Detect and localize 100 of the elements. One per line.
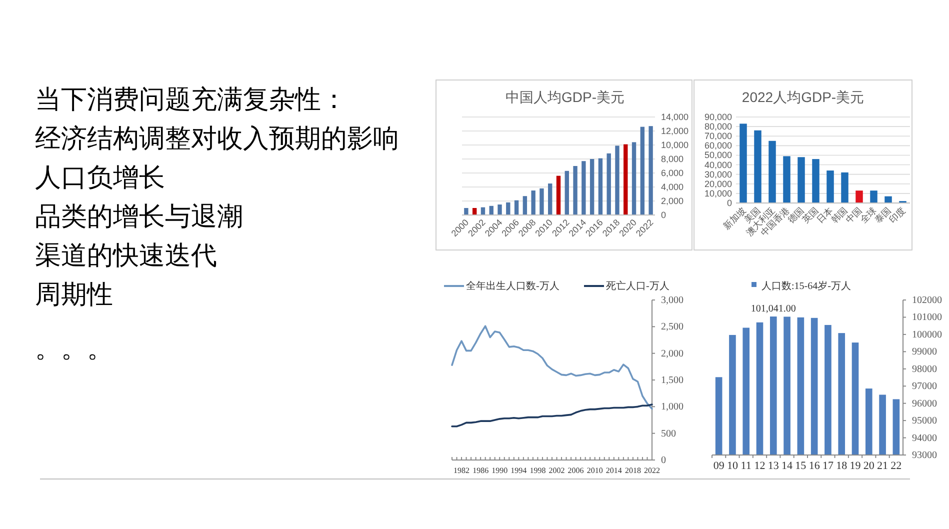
legend-label: 全年出生人口数-万人 [466, 280, 560, 292]
y-tick-label: 80,000 [704, 122, 732, 132]
chart-title: 2022人均GDP-美元 [742, 89, 864, 105]
y-tick-label: 100000 [912, 329, 942, 340]
x-tick-label: 13 [768, 460, 780, 472]
bar [812, 159, 820, 203]
x-tick-label: 1990 [492, 466, 508, 475]
x-tick-label: 22 [890, 460, 902, 472]
y-tick-label: 60,000 [704, 140, 732, 151]
bar [531, 190, 536, 215]
x-tick-label: 17 [822, 460, 834, 472]
y-tick-label: 70,000 [704, 131, 732, 142]
bar [841, 172, 848, 203]
bar [870, 190, 878, 203]
text: 。。。 [35, 333, 113, 363]
bar [783, 156, 790, 203]
chart-title: 中国人均GDP-美元 [506, 89, 624, 105]
x-tick-label: 15 [795, 460, 807, 472]
bar [464, 208, 468, 215]
bar [556, 176, 561, 215]
text: 经济结构调整对收入预期的影响 [35, 123, 399, 153]
y-tick-label: 20,000 [704, 178, 732, 189]
text: 人口负增长 [35, 162, 165, 192]
y-tick-label: 0 [661, 210, 666, 220]
bar [798, 157, 805, 203]
legend-label: 死亡人口-万人 [606, 280, 670, 292]
x-tick-label: 21 [877, 460, 888, 472]
x-tick-label: 1994 [510, 466, 527, 475]
x-tick-label: 1982 [454, 466, 470, 475]
bar [826, 170, 834, 203]
data-label: 101,041.00 [750, 304, 796, 315]
bar [522, 196, 528, 215]
y-tick-label: 12,000 [661, 126, 689, 136]
bar [590, 159, 594, 215]
y-tick-label: 98000 [912, 364, 937, 375]
legend-label: 人口数:15-64岁-万人 [762, 280, 851, 292]
bar [514, 200, 519, 215]
bar [498, 204, 502, 215]
y-tick-label: 1,500 [661, 375, 684, 386]
x-tick-label: 2014 [606, 466, 622, 475]
bar [564, 170, 569, 215]
text: 当下消费问题充满复杂性： [35, 84, 347, 114]
x-tick-label: 2022 [644, 466, 660, 475]
y-tick-label: 10,000 [661, 140, 689, 150]
bar [615, 146, 620, 215]
bar [582, 161, 586, 215]
bar [540, 188, 544, 215]
bar [632, 142, 636, 215]
y-tick-label: 94000 [912, 432, 937, 444]
y-tick-label: 97000 [912, 381, 937, 392]
y-tick-label: 10,000 [704, 188, 732, 198]
y-tick-label: 3,000 [661, 295, 684, 306]
bar [624, 144, 628, 215]
y-tick-label: 90,000 [704, 112, 732, 122]
x-tick-label: 2006 [568, 466, 584, 475]
bar [640, 126, 645, 215]
x-tick-label: 18 [836, 460, 848, 472]
y-tick-label: 102000 [912, 295, 942, 306]
y-tick-label: 30,000 [704, 169, 732, 180]
x-tick-label: 16 [808, 460, 820, 472]
x-tick-label: 1998 [530, 466, 546, 475]
bar [754, 130, 762, 203]
x-tick-label: 09 [713, 460, 725, 472]
y-tick-label: 0 [726, 198, 732, 208]
y-tick-label: 96000 [912, 398, 937, 410]
x-tick-label: 2010 [586, 466, 603, 475]
y-tick-label: 101000 [912, 312, 942, 324]
y-tick-label: 93000 [912, 450, 937, 461]
x-tick-label: 2018 [624, 466, 641, 475]
bar [606, 153, 611, 215]
x-tick-label: 19 [850, 460, 862, 472]
x-tick-label: 1986 [472, 466, 489, 475]
y-tick-label: 4,000 [661, 182, 684, 192]
text: 周期性 [35, 279, 113, 309]
x-tick-label: 20 [863, 460, 875, 472]
x-tick-label: 12 [754, 460, 766, 472]
y-tick-label: 1,000 [661, 402, 684, 413]
y-tick-label: 2,500 [661, 322, 684, 333]
line-series [451, 325, 653, 410]
y-tick-label: 99000 [912, 346, 937, 358]
y-tick-label: 6,000 [661, 168, 684, 178]
x-tick-label: 10 [726, 460, 738, 472]
bar [598, 158, 603, 215]
line-series [451, 404, 653, 428]
y-tick-label: 95000 [912, 416, 937, 427]
y-tick-label: 500 [661, 428, 676, 440]
x-tick-label: 11 [740, 460, 752, 472]
text: 品类的增长与退潮 [35, 201, 243, 231]
x-tick-label: 2002 [548, 466, 565, 475]
y-tick-label: 2,000 [661, 196, 684, 206]
y-tick-label: 8,000 [661, 154, 684, 164]
text: 渠道的快速迭代 [35, 240, 217, 270]
bar [648, 126, 653, 215]
y-tick-label: 2,000 [661, 348, 684, 360]
bar [768, 140, 776, 203]
x-tick-label: 14 [782, 460, 794, 472]
bar [740, 124, 747, 203]
y-tick-label: 14,000 [661, 112, 689, 122]
bar [548, 184, 552, 215]
y-tick-label: 40,000 [704, 160, 732, 170]
